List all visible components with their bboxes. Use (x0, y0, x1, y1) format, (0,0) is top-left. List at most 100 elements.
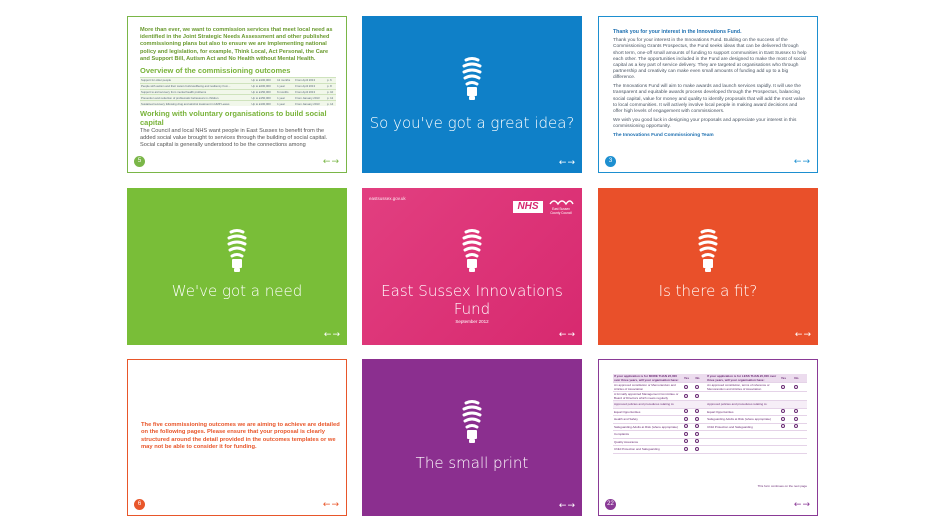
table-cell: p. 12 (326, 94, 336, 101)
nav-arrows-icon[interactable]: ←→ (793, 500, 811, 510)
table-cell: From January 2013 (294, 100, 327, 106)
radio-circle-icon[interactable] (780, 409, 785, 414)
table-cell: Up to £100,000 (250, 77, 277, 84)
checklist-row: An approved constitution or Memorandum a… (613, 382, 807, 392)
website-url: eastsussex.gov.uk (369, 196, 406, 201)
radio-circle-icon[interactable] (695, 384, 700, 389)
checklist-item: An approved constitution, terms of refer… (706, 382, 780, 392)
table-cell: p. 8 (326, 82, 336, 90)
radio-circle-icon[interactable] (683, 431, 688, 436)
radio-cell (682, 438, 695, 446)
radio-cell (682, 391, 695, 401)
outcomes-intro-text: The five commissioning outcomes we are a… (141, 422, 340, 451)
council-crest-icon (549, 200, 574, 206)
radio-circle-icon[interactable] (683, 384, 688, 389)
radio-cell (779, 423, 794, 431)
thank-you-paragraph: Thank you for your interest in the Innov… (613, 38, 807, 81)
card-need[interactable]: We've got a need ←→ (127, 188, 347, 345)
radio-cell (779, 382, 794, 392)
radio-circle-icon[interactable] (780, 416, 785, 421)
radio-cell (694, 423, 707, 431)
table-cell: 12 months (276, 77, 295, 84)
radio-circle-icon[interactable] (695, 416, 700, 421)
card-small-print[interactable]: The small print ←→ (362, 359, 582, 516)
radio-cell (793, 382, 807, 392)
radio-circle-icon[interactable] (794, 416, 799, 421)
radio-circle-icon[interactable] (780, 384, 785, 389)
nav-arrows-icon[interactable]: ←→ (322, 157, 340, 167)
cover-date: September 2012 (455, 319, 489, 324)
checklist-row: A formally appointed Management Committe… (613, 391, 807, 401)
radio-cell (694, 408, 707, 416)
radio-circle-icon[interactable] (695, 409, 700, 414)
yes-column-header: Yes (682, 374, 695, 383)
radio-cell (694, 400, 707, 409)
radio-cell (779, 415, 794, 424)
card-overview[interactable]: More than ever, we want to commission se… (127, 16, 347, 173)
radio-circle-icon[interactable] (683, 416, 688, 421)
table-row: Support for older people Up to £100,000 12… (140, 77, 336, 84)
radio-cell (793, 400, 807, 409)
radio-circle-icon[interactable] (695, 424, 700, 429)
radio-circle-icon[interactable] (683, 446, 688, 451)
radio-cell (793, 391, 807, 401)
checklist-item: Approved policies and procedures relatin… (613, 400, 683, 409)
checklist-header-right: If your application is for LESS THAN £5,… (706, 374, 780, 383)
page-number: 22 (605, 499, 616, 510)
no-column-header: No (793, 374, 807, 383)
radio-cell (694, 391, 707, 401)
radio-circle-icon[interactable] (695, 393, 700, 398)
radio-cell (793, 445, 807, 454)
card-cover[interactable]: eastsussex.gov.uk NHS East Sussex County… (362, 188, 582, 345)
radio-cell (694, 382, 707, 392)
nav-arrows-icon[interactable]: ←→ (323, 330, 341, 340)
radio-circle-icon[interactable] (683, 409, 688, 414)
nav-arrows-icon[interactable]: ←→ (558, 330, 576, 340)
radio-circle-icon[interactable] (683, 424, 688, 429)
checklist-item: Complaints (613, 430, 683, 439)
checklist-row: Quality Assurance (613, 438, 807, 446)
radio-cell (793, 423, 807, 431)
radio-cell (779, 445, 794, 454)
radio-circle-icon[interactable] (780, 424, 785, 429)
nav-arrows-icon[interactable]: ←→ (794, 330, 812, 340)
radio-cell (694, 430, 707, 439)
radio-circle-icon[interactable] (794, 424, 799, 429)
radio-cell (682, 430, 695, 439)
radio-circle-icon[interactable] (695, 446, 700, 451)
table-row: Prevention and reduction of problematic … (140, 94, 336, 101)
radio-circle-icon[interactable] (683, 393, 688, 398)
radio-circle-icon[interactable] (794, 409, 799, 414)
radio-cell (779, 438, 794, 446)
overview-intro: More than ever, we want to commission se… (140, 27, 333, 62)
radio-circle-icon[interactable] (695, 439, 700, 444)
social-capital-heading: Working with voluntary organisations to … (140, 108, 327, 127)
nav-arrows-icon[interactable]: ←→ (322, 500, 340, 510)
radio-circle-icon[interactable] (695, 431, 700, 436)
table-cell: p. 6 (326, 77, 336, 84)
lightbulb-icon (227, 229, 247, 272)
nav-arrows-icon[interactable]: ←→ (558, 158, 576, 168)
checklist-item: A formally appointed Management Committe… (613, 391, 683, 401)
card-thank-you[interactable]: Thank you for your interest in the Innov… (598, 16, 818, 173)
nav-arrows-icon[interactable]: ←→ (793, 157, 811, 167)
thank-you-paragraph: We wish you good luck in designing your … (613, 117, 797, 129)
card-outcomes-intro[interactable]: The five commissioning outcomes we are a… (127, 359, 347, 516)
checklist-item (706, 438, 780, 446)
card-checklist[interactable]: If your application is for MORE THAN £5,… (598, 359, 818, 516)
card-fit[interactable]: Is there a fit? ←→ (598, 188, 818, 345)
checklist-item: Child Protection and Safeguarding (706, 423, 780, 431)
radio-cell (779, 408, 794, 416)
radio-circle-icon[interactable] (794, 384, 799, 389)
nav-arrows-icon[interactable]: ←→ (558, 501, 576, 511)
checklist-item (706, 430, 780, 439)
page-number: 3 (605, 156, 616, 167)
card-title: We've got a need (171, 282, 303, 300)
radio-circle-icon[interactable] (683, 439, 688, 444)
checklist-item: Equal Opportunities (613, 408, 683, 416)
continues-note: This form continues on the next page (757, 484, 807, 488)
outcomes-table: Support for older people Up to £100,000 12… (140, 77, 336, 106)
card-great-idea[interactable]: So you've got a great idea? ←→ (362, 16, 582, 173)
radio-cell (682, 415, 695, 424)
checklist-item: Approved policies and procedures relatin… (706, 400, 780, 409)
